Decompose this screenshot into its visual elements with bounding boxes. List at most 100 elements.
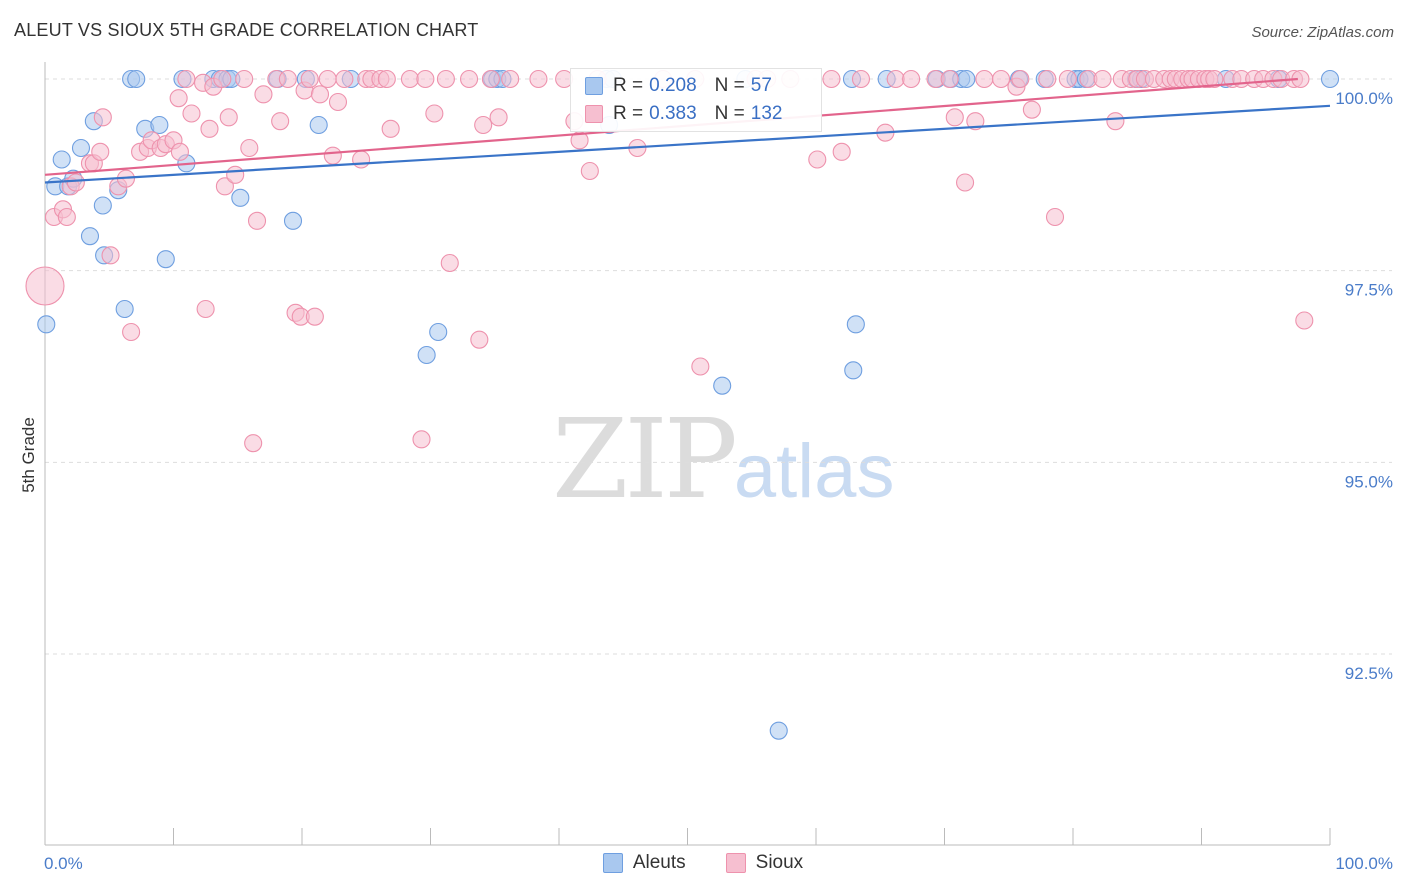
legend-item-aleuts[interactable]: Aleuts: [602, 852, 686, 874]
sioux-point: [247, 211, 267, 230]
aleuts-trend-line: [44, 104, 1331, 184]
sioux-point: [381, 119, 400, 138]
sioux-point: [244, 434, 263, 453]
source-label: Source: ZipAtlas.com: [1251, 24, 1394, 41]
aleuts-point: [93, 196, 112, 215]
legend-item-sioux[interactable]: Sioux: [725, 852, 804, 874]
legend-row-sioux: R = 0.383 N = 132: [585, 100, 788, 128]
legend-r-value: 0.383: [649, 103, 697, 124]
sioux-point: [271, 112, 290, 131]
sioux-point: [1295, 311, 1314, 330]
sioux-point: [323, 146, 342, 165]
aleuts-point: [37, 315, 56, 334]
aleuts-point: [713, 376, 732, 395]
sioux-point: [529, 69, 548, 89]
aleuts-point: [71, 138, 91, 158]
sioux-point: [300, 69, 319, 89]
sioux-point: [377, 69, 396, 89]
sioux-point: [200, 119, 219, 138]
sioux-point: [886, 69, 905, 89]
sioux-point: [1038, 69, 1057, 89]
sioux-point: [1106, 112, 1125, 131]
sioux-point: [474, 115, 493, 135]
sioux-point: [851, 69, 871, 89]
sioux-point: [481, 69, 500, 89]
aleuts-point: [283, 211, 303, 230]
watermark-zip: ZIP: [552, 395, 738, 523]
sioux-point: [196, 299, 215, 319]
y-tick-label: 92.5%: [1345, 664, 1393, 683]
aleuts-point: [429, 322, 448, 342]
watermark-atlas: atlas: [733, 429, 895, 514]
aleuts-point: [80, 227, 100, 246]
legend-r-label: R =: [613, 75, 644, 96]
aleuts-swatch: [585, 77, 603, 95]
y-tick-label: 95.0%: [1345, 472, 1393, 491]
sioux-point: [66, 173, 85, 192]
aleuts-legend-swatch: [602, 853, 623, 873]
aleuts-point: [115, 299, 134, 319]
aleuts-point: [231, 188, 250, 207]
sioux-point: [305, 307, 324, 326]
legend-n-value: 132: [750, 103, 783, 124]
sioux-point: [170, 142, 189, 161]
sioux-point: [213, 69, 232, 89]
sioux-point: [832, 142, 851, 161]
sioux-point: [318, 69, 337, 89]
sioux-point: [177, 69, 196, 89]
sioux-point: [489, 108, 508, 127]
x-tick-label: 100.0%: [1335, 854, 1393, 873]
sioux-point: [808, 150, 827, 169]
aleuts-point: [127, 69, 146, 89]
sioux-point: [1093, 69, 1112, 89]
sioux-point: [278, 69, 297, 89]
sioux-point: [940, 69, 959, 89]
aleuts-point: [309, 115, 328, 135]
chart-title: ALEUT VS SIOUX 5TH GRADE CORRELATION CHA…: [14, 20, 479, 40]
sioux-point: [945, 108, 964, 127]
sioux-point: [226, 165, 245, 184]
sioux-point: [93, 108, 112, 127]
sioux-point: [310, 85, 330, 104]
x-tick-label: 0.0%: [44, 854, 83, 873]
sioux-point: [219, 108, 238, 127]
sioux-point: [1205, 69, 1224, 89]
zipatlas-watermark: ZIPatlas: [552, 395, 894, 523]
sioux-point: [57, 207, 76, 227]
sioux-point: [1045, 207, 1065, 227]
sioux-swatch: [585, 105, 603, 123]
legend-r-label: R =: [613, 103, 644, 124]
sioux-point: [235, 69, 254, 89]
sioux-point: [440, 253, 459, 273]
legend-row-aleuts: R = 0.208 N = 57: [585, 72, 778, 100]
sioux-point: [436, 69, 455, 89]
sioux-point: [501, 69, 520, 89]
sioux-point: [25, 266, 65, 306]
aleuts-legend-label: Aleuts: [632, 852, 686, 873]
legend-n-label: N =: [714, 75, 745, 96]
aleuts-point: [844, 361, 863, 380]
sioux-point: [91, 142, 110, 161]
legend-r-value: 0.208: [649, 75, 697, 96]
sioux-point: [956, 173, 975, 192]
sioux-point: [991, 69, 1011, 89]
sioux-point: [580, 161, 599, 181]
stats-legend: R = 0.208 N = 57 R = 0.383 N = 132: [570, 68, 822, 132]
sioux-point: [328, 92, 348, 112]
aleuts-point: [156, 250, 175, 269]
sioux-point: [412, 430, 431, 449]
sioux-point: [691, 357, 710, 376]
aleuts-point: [769, 721, 788, 740]
sioux-point: [966, 112, 985, 131]
sioux-point: [335, 69, 354, 89]
sioux-point: [1011, 69, 1030, 89]
sioux-legend-label: Sioux: [755, 852, 804, 873]
sioux-point: [470, 330, 489, 349]
sioux-point: [902, 69, 921, 89]
aleuts-point: [52, 150, 71, 169]
y-axis-label: 5th Grade: [19, 417, 38, 493]
sioux-point: [400, 69, 419, 89]
y-tick-label: 97.5%: [1345, 281, 1393, 300]
sioux-point: [1022, 100, 1041, 119]
